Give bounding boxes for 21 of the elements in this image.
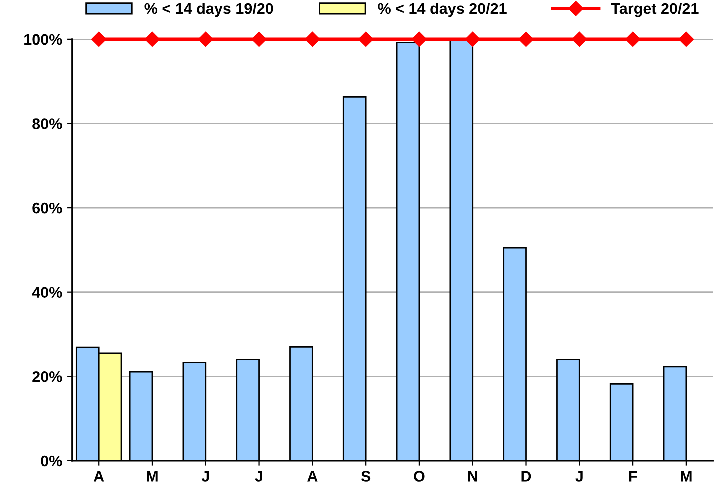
y-tick-label: 80% <box>32 118 62 130</box>
y-tick-label: 100% <box>24 34 62 46</box>
y-tick-label: 20% <box>32 372 62 382</box>
y-tick-label: 60% <box>32 202 62 214</box>
x-tick-label: A <box>308 471 318 482</box>
x-tick-label: J <box>202 471 210 482</box>
x-tick-label: J <box>576 471 583 482</box>
legend-label: % < 14 days 20/21 <box>378 2 507 18</box>
x-tick-label: O <box>414 471 425 482</box>
x-tick-label: A <box>94 471 104 482</box>
x-tick-label: D <box>522 471 532 482</box>
x-tick-label: F <box>629 471 638 482</box>
x-tick-label: J <box>255 471 262 482</box>
x-tick-label: M <box>681 471 692 482</box>
y-tick-label: 40% <box>32 287 62 298</box>
legend-label: Target 20/21 <box>611 2 699 18</box>
x-tick-label: S <box>361 471 371 482</box>
x-tick-label: M <box>147 471 158 482</box>
legend-label: % < 14 days 19/20 <box>144 2 274 18</box>
y-tick-label: 0% <box>41 456 62 467</box>
x-tick-label: N <box>468 471 478 482</box>
